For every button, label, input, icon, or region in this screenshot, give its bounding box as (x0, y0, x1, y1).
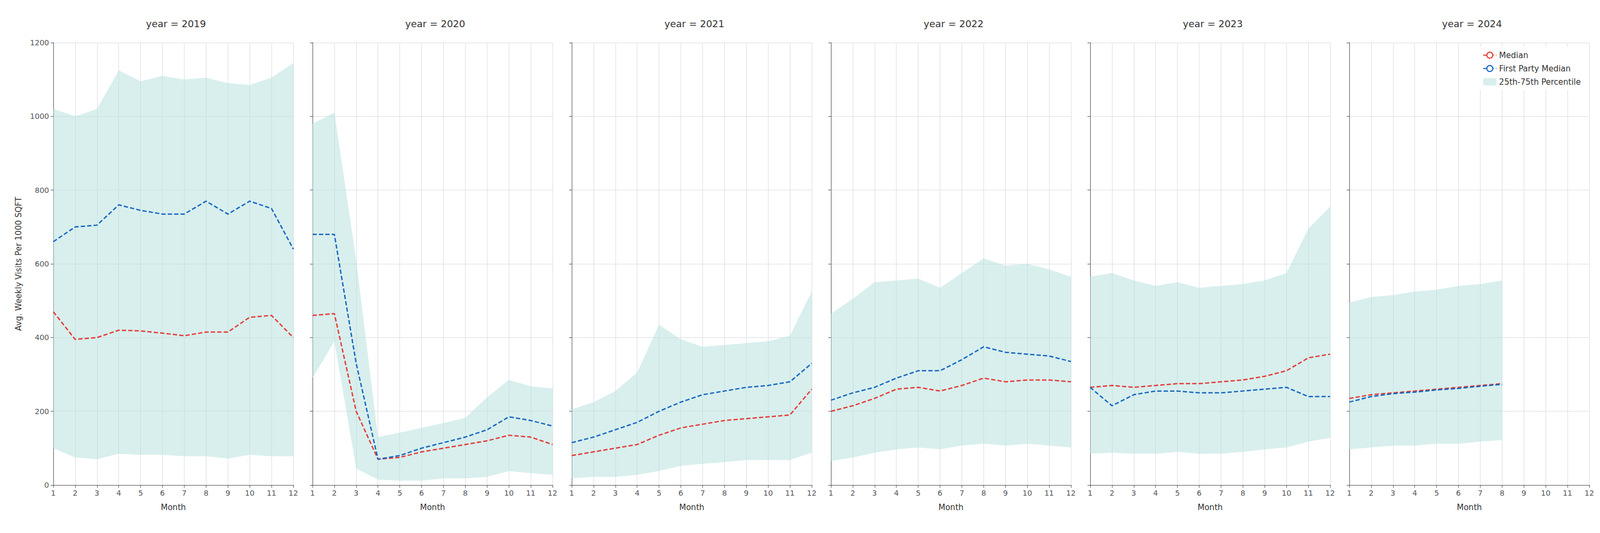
svg-text:5: 5 (915, 489, 921, 498)
svg-text:Month: Month (160, 502, 186, 513)
svg-text:4: 4 (634, 489, 640, 498)
svg-text:4: 4 (1412, 489, 1418, 498)
svg-text:11: 11 (785, 489, 795, 498)
svg-text:12: 12 (288, 489, 299, 498)
svg-text:12: 12 (1066, 489, 1076, 498)
svg-text:400: 400 (34, 333, 50, 342)
svg-text:4: 4 (893, 489, 899, 498)
svg-text:7: 7 (959, 489, 965, 498)
svg-text:year = 2019: year = 2019 (146, 18, 207, 30)
svg-text:5: 5 (1434, 489, 1439, 498)
svg-text:2: 2 (72, 489, 78, 498)
svg-text:Month: Month (1456, 502, 1482, 513)
svg-text:2: 2 (331, 489, 337, 498)
svg-text:1: 1 (51, 489, 56, 498)
svg-text:Month: Month (1197, 502, 1223, 513)
svg-text:600: 600 (34, 259, 50, 269)
svg-text:5: 5 (1174, 489, 1180, 498)
svg-text:3: 3 (612, 489, 618, 498)
svg-text:1: 1 (1347, 489, 1352, 498)
svg-text:11: 11 (266, 489, 277, 498)
svg-text:4: 4 (116, 489, 122, 498)
svg-text:3: 3 (872, 489, 877, 498)
svg-text:1: 1 (569, 489, 575, 498)
svg-text:10: 10 (1022, 489, 1032, 498)
svg-text:8: 8 (203, 489, 209, 498)
svg-text:8: 8 (1240, 489, 1246, 498)
svg-text:year = 2022: year = 2022 (923, 18, 984, 30)
svg-text:8: 8 (1499, 489, 1505, 498)
svg-text:7: 7 (181, 489, 187, 498)
svg-text:9: 9 (1003, 489, 1008, 498)
svg-text:Avg. Weekly Visits Per 1000 SQ: Avg. Weekly Visits Per 1000 SQFT (13, 196, 24, 332)
svg-text:3: 3 (353, 489, 359, 498)
svg-text:0: 0 (44, 481, 50, 490)
svg-text:7: 7 (441, 489, 446, 498)
svg-text:7: 7 (1218, 489, 1224, 498)
svg-text:3: 3 (1131, 489, 1136, 498)
svg-text:year = 2023: year = 2023 (1182, 18, 1244, 30)
svg-text:200: 200 (34, 407, 50, 416)
svg-text:10: 10 (504, 489, 514, 498)
svg-text:10: 10 (1540, 489, 1551, 498)
svg-text:5: 5 (656, 489, 662, 498)
svg-text:2: 2 (1109, 489, 1115, 498)
svg-text:Month: Month (419, 502, 445, 513)
svg-text:4: 4 (375, 489, 381, 498)
svg-text:12: 12 (806, 489, 817, 498)
svg-text:5: 5 (138, 489, 143, 498)
svg-text:7: 7 (1477, 489, 1483, 498)
svg-text:9: 9 (1521, 489, 1527, 498)
svg-text:2: 2 (850, 489, 855, 498)
svg-text:year = 2021: year = 2021 (664, 18, 725, 30)
svg-text:11: 11 (1562, 489, 1573, 498)
svg-text:10: 10 (763, 489, 773, 498)
svg-text:5: 5 (397, 489, 403, 498)
svg-text:1200: 1200 (29, 38, 50, 47)
svg-text:11: 11 (525, 489, 536, 498)
svg-text:25th-75th Percentile: 25th-75th Percentile (1499, 77, 1581, 87)
svg-text:1000: 1000 (29, 112, 50, 121)
svg-text:6: 6 (419, 489, 424, 498)
svg-text:12: 12 (547, 489, 558, 498)
svg-text:9: 9 (744, 489, 749, 498)
svg-text:8: 8 (981, 489, 987, 498)
svg-text:year = 2020: year = 2020 (405, 18, 466, 30)
svg-text:2: 2 (590, 489, 596, 498)
svg-text:10: 10 (244, 489, 255, 498)
svg-text:First Party Median: First Party Median (1499, 64, 1571, 74)
svg-text:Median: Median (1499, 50, 1529, 61)
svg-text:12: 12 (1325, 489, 1335, 498)
svg-text:2: 2 (1368, 489, 1374, 498)
svg-text:6: 6 (678, 489, 684, 498)
svg-text:7: 7 (700, 489, 706, 498)
svg-text:year = 2024: year = 2024 (1442, 18, 1503, 30)
svg-text:11: 11 (1303, 489, 1314, 498)
svg-text:6: 6 (1196, 489, 1202, 498)
svg-text:Month: Month (678, 502, 704, 513)
svg-text:4: 4 (1153, 489, 1158, 498)
svg-text:12: 12 (1584, 489, 1595, 498)
svg-text:3: 3 (94, 489, 100, 498)
svg-text:9: 9 (1262, 489, 1268, 498)
svg-text:9: 9 (225, 489, 231, 498)
svg-text:800: 800 (34, 186, 50, 195)
svg-text:6: 6 (937, 489, 943, 498)
svg-text:1: 1 (828, 489, 834, 498)
svg-text:9: 9 (484, 489, 490, 498)
svg-text:6: 6 (1456, 489, 1461, 498)
svg-text:8: 8 (462, 489, 468, 498)
svg-text:1: 1 (1088, 489, 1093, 498)
svg-text:10: 10 (1281, 489, 1292, 498)
svg-text:Month: Month (938, 502, 964, 513)
svg-text:3: 3 (1390, 489, 1396, 498)
svg-text:1: 1 (310, 489, 316, 498)
svg-text:6: 6 (160, 489, 165, 498)
svg-text:8: 8 (722, 489, 727, 498)
svg-text:11: 11 (1044, 489, 1054, 498)
